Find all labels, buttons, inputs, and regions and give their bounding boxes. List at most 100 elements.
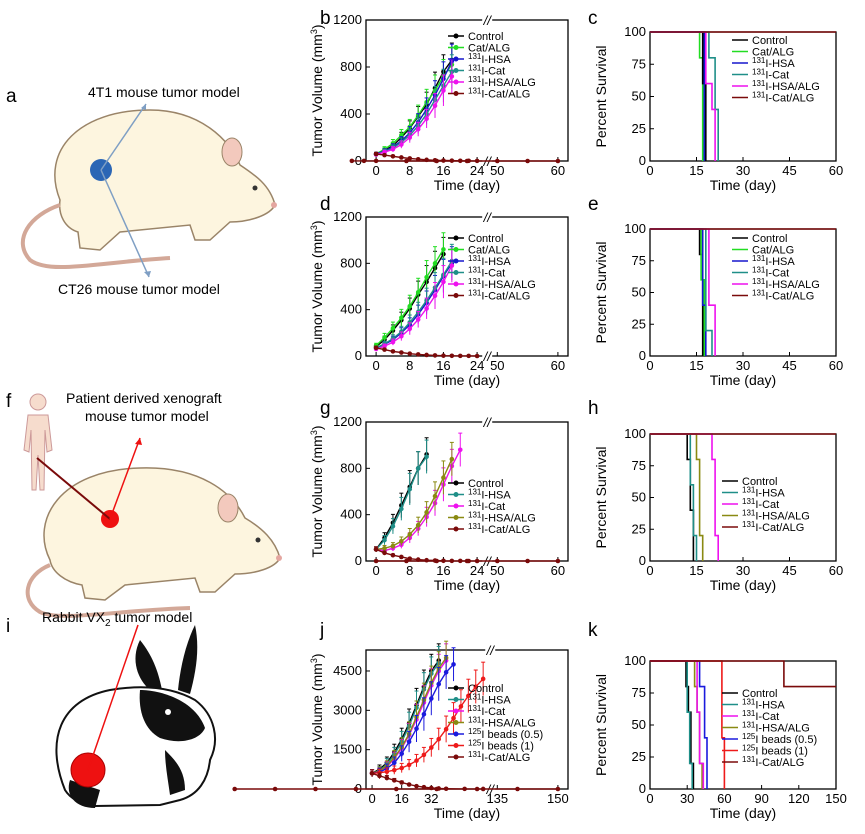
legend-marker — [453, 492, 459, 497]
panel-label-j: j — [319, 620, 324, 641]
legend-marker — [453, 731, 459, 737]
data-point — [399, 539, 404, 544]
y-tick-label: 3000 — [333, 702, 362, 717]
data-point — [474, 786, 480, 792]
y-tick-label: 75 — [632, 56, 646, 71]
legend-text: I-Cat — [755, 499, 779, 511]
legend-entry: 125I beads (0.5) — [742, 732, 817, 746]
legend-text: I beads (1) — [481, 741, 534, 753]
legend-entry: 131I-HSA/ALG — [468, 277, 536, 291]
legend-entry: Control — [742, 688, 777, 700]
data-point — [414, 726, 419, 731]
data-point — [451, 715, 456, 721]
chart-c: c 0 25 50 75 100 0 15 30 45 60 Time (day) Percent Su… — [588, 8, 843, 193]
legend-text: I beads (0.5) — [481, 729, 543, 741]
legend-entry: 131I-HSA/ALG — [742, 721, 810, 735]
legend-text: I-HSA/ALG — [481, 77, 535, 89]
data-point — [432, 353, 438, 358]
data-point — [424, 116, 429, 121]
x-tick-label: 135 — [486, 791, 508, 806]
data-point — [382, 545, 387, 551]
data-point — [432, 493, 438, 499]
legend-entry: 131I-Cat — [468, 266, 505, 280]
data-point — [424, 306, 429, 311]
data-point — [555, 558, 561, 564]
x-axis-label: Time (day) — [434, 372, 500, 388]
panel-label-c: c — [588, 8, 598, 29]
data-point — [441, 88, 446, 93]
legend-superscript: 131 — [468, 704, 482, 713]
data-point — [434, 158, 440, 164]
data-point — [399, 751, 404, 756]
panel-label-e: e — [588, 194, 599, 215]
data-point — [414, 758, 419, 763]
legend-text: I-HSA — [481, 54, 511, 66]
series-line-131I-HSA/ALG — [650, 660, 703, 789]
data-point — [495, 158, 500, 164]
data-point — [313, 786, 318, 792]
data-point — [441, 475, 446, 480]
data-point — [515, 786, 520, 792]
y-tick-label: 0 — [639, 348, 646, 363]
x-tick-label: 8 — [406, 163, 413, 178]
data-point — [474, 558, 480, 564]
legend-marker — [453, 515, 459, 520]
legend-superscript: 131 — [468, 693, 482, 702]
y-tick-label: 1200 — [333, 414, 362, 429]
chart-d: d 0 400 800 1200 0 8 16 24 50 60 Time (day) Tumor Vo… — [309, 194, 569, 388]
y-axis-label-paren: ) — [309, 220, 325, 225]
data-point — [451, 662, 456, 667]
x-tick-label: 15 — [689, 163, 703, 178]
series-line-131I-HSA — [650, 31, 706, 161]
legend-text: I-Cat — [765, 70, 789, 82]
legend-entry: 131I-Cat/ALG — [752, 91, 814, 105]
series-line-131I-HSA/ALG — [650, 433, 704, 561]
data-point — [399, 780, 404, 785]
axis-break-top-mask — [482, 17, 493, 23]
series-line-Control — [650, 31, 707, 161]
data-point — [424, 352, 429, 358]
series-line-Cat/ALG — [650, 31, 704, 161]
data-point — [406, 782, 412, 787]
legend-marker — [453, 270, 459, 275]
series-line-131I-Cat/ALG — [234, 772, 558, 790]
legend-superscript: 131 — [752, 79, 766, 88]
data-point — [474, 353, 480, 359]
data-point — [390, 523, 396, 529]
legend-superscript: 131 — [752, 68, 766, 77]
legend-entry: 131I-HSA — [752, 56, 795, 70]
y-tick-label: 25 — [632, 121, 646, 136]
data-point — [449, 353, 455, 359]
legend-superscript: 131 — [742, 486, 756, 495]
model-label-4t1: 4T1 mouse tumor model — [88, 84, 240, 100]
legend-entry: 131I-Cat — [468, 704, 505, 718]
axis-break-marker: // — [483, 349, 493, 364]
plot-frame — [365, 421, 569, 562]
y-axis-label: Percent Survival — [593, 447, 609, 549]
legend-text: I-Cat/ALG — [755, 522, 804, 534]
panel-label-b: b — [320, 8, 331, 29]
y-tick-label: 800 — [340, 255, 362, 270]
chart-h: h 0 25 50 75 100 0 15 30 45 60 Time (day) Percent Su… — [588, 398, 843, 593]
data-point — [390, 543, 396, 549]
data-point — [424, 274, 429, 280]
legend-entry: 131I-Cat — [752, 68, 789, 82]
legend-entry: 131I-Cat/ALG — [742, 755, 804, 769]
data-point — [404, 558, 409, 564]
data-point — [406, 739, 412, 745]
data-point — [407, 303, 413, 309]
data-point — [399, 315, 404, 321]
data-point — [369, 770, 375, 776]
data-point — [432, 261, 438, 266]
y-tick-label: 0 — [639, 781, 646, 796]
data-point — [399, 350, 404, 355]
y-tick-label: 50 — [632, 717, 646, 732]
legend-superscript: 131 — [468, 75, 482, 84]
data-point — [399, 155, 404, 160]
legend-entry: 125I beads (1) — [742, 744, 808, 758]
legend-marker — [453, 293, 459, 298]
data-point — [232, 786, 237, 792]
x-tick-label: 60 — [551, 163, 565, 178]
data-point — [457, 353, 463, 359]
